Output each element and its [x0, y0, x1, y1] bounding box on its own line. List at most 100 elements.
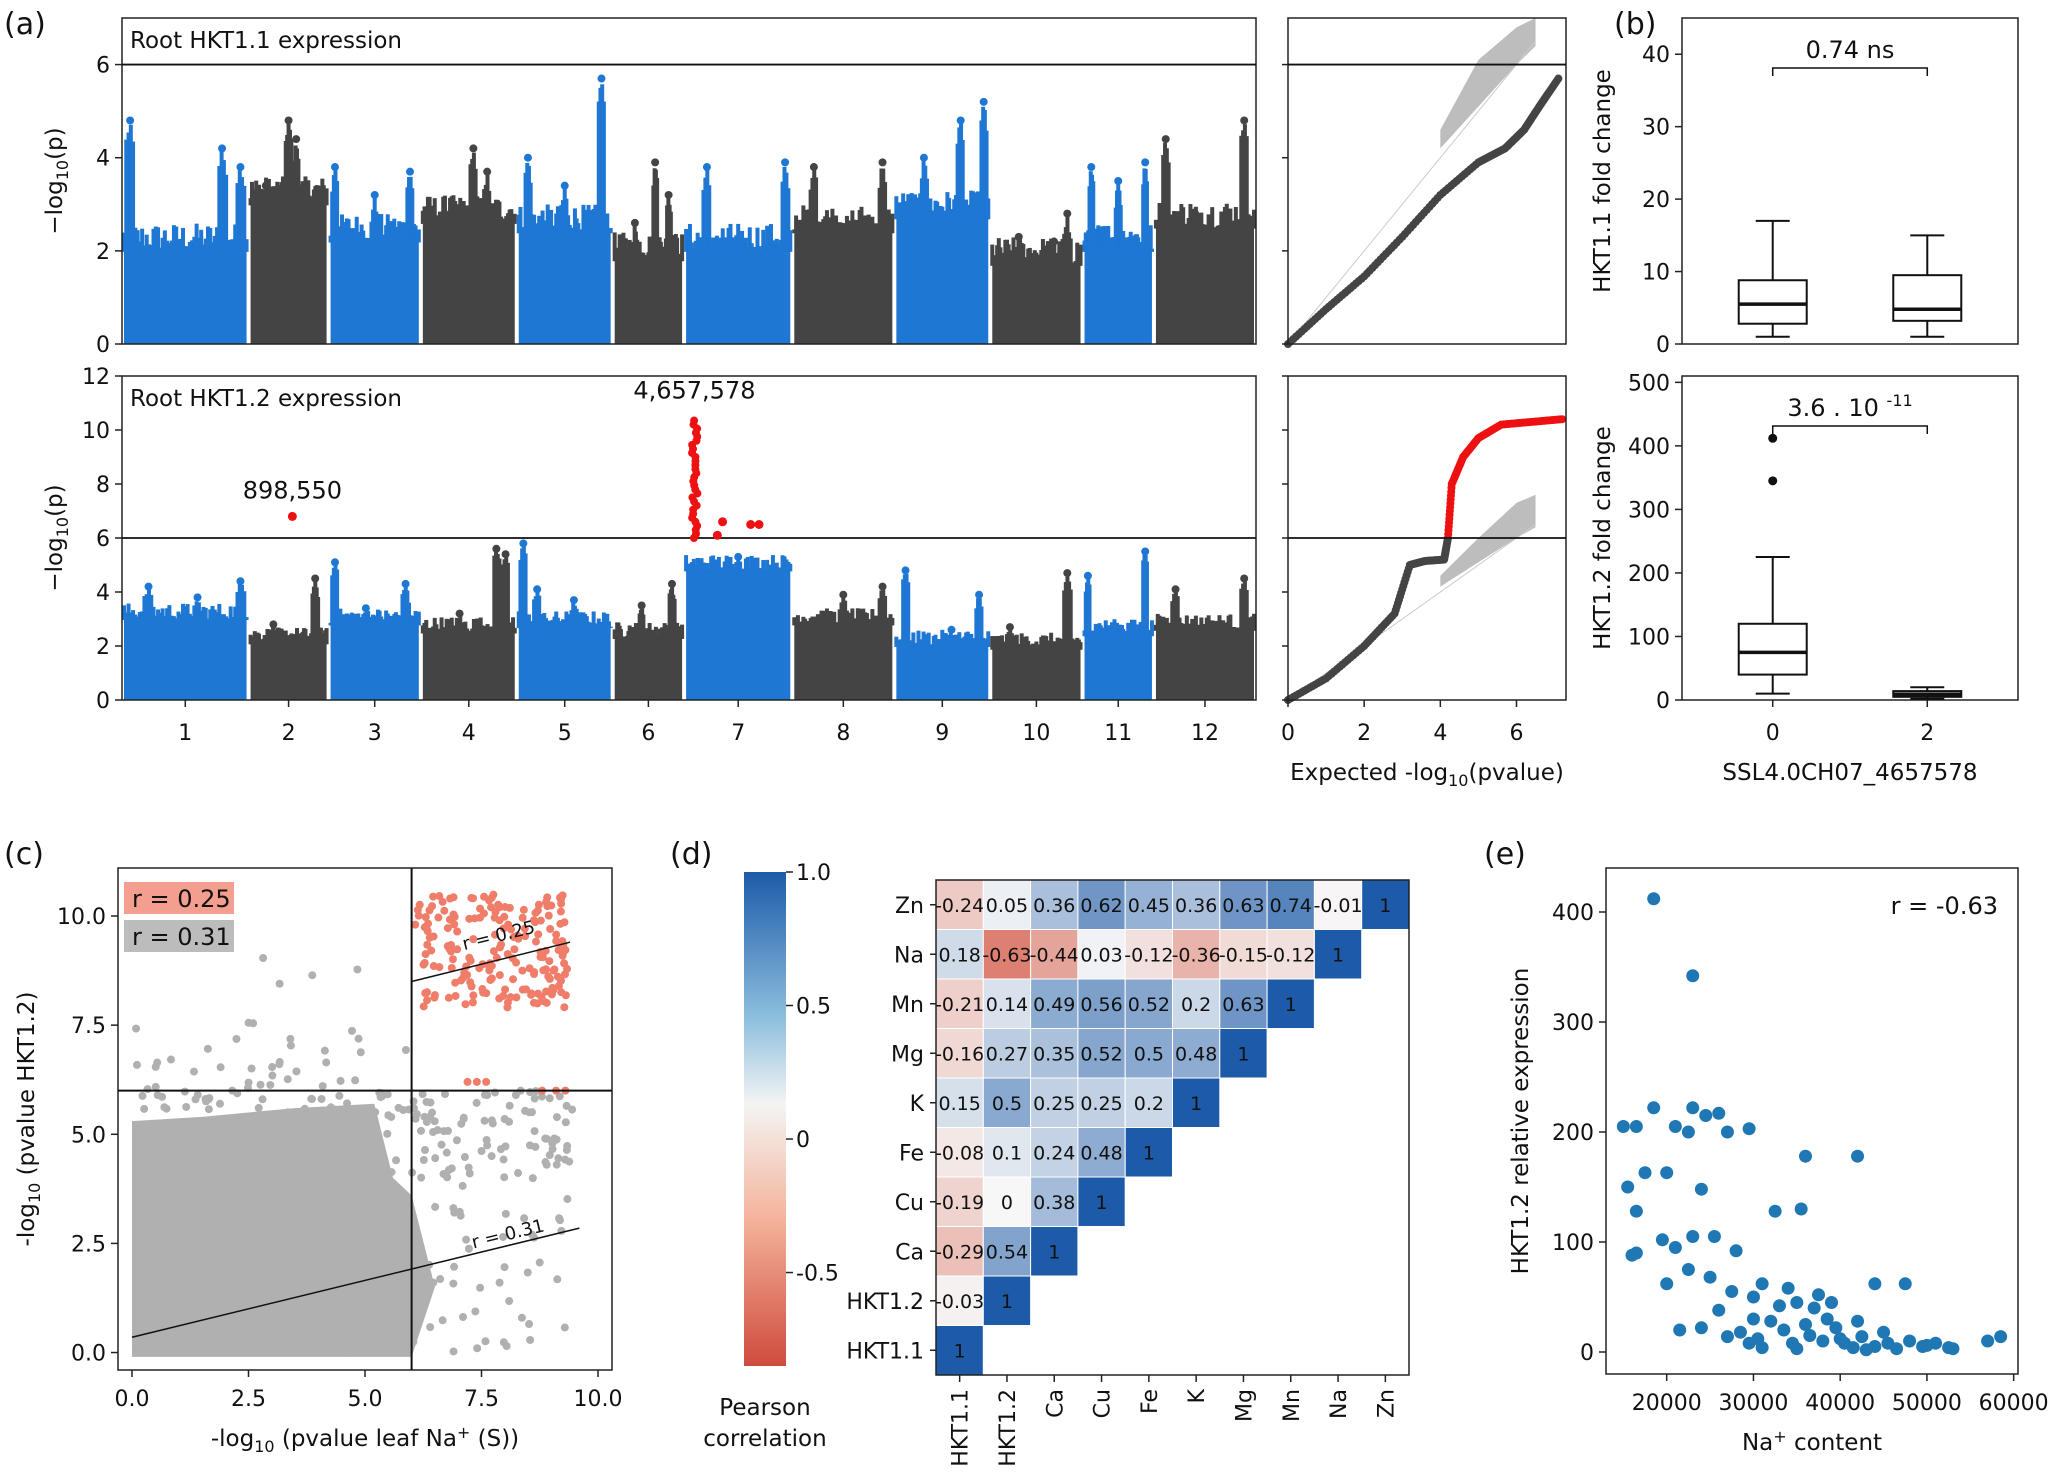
- chrom-spike: [385, 214, 390, 243]
- chrom-spike: [1040, 238, 1045, 266]
- chrom-spike: [914, 197, 919, 220]
- chrom-spike: [680, 234, 685, 262]
- chrom-spike: [832, 611, 837, 626]
- significant-snp-point: [503, 1003, 512, 1012]
- y-axis-label: −log10(p): [42, 127, 72, 234]
- significant-snp-point: [497, 940, 506, 949]
- snp-point: [215, 1099, 224, 1108]
- row-label: Cu: [895, 1191, 924, 1216]
- snp-point: [380, 1180, 389, 1189]
- significant-snp-point: [468, 998, 477, 1007]
- data-point: [1746, 1312, 1760, 1326]
- chrom-spike: [1201, 623, 1206, 631]
- snp-point: [351, 1076, 360, 1085]
- heatmap-cell-value: 1: [1190, 1093, 1202, 1115]
- chrom-spike: [237, 583, 242, 620]
- chrom-spike: [316, 596, 321, 645]
- peak-point-chr9: [979, 97, 988, 106]
- chrom-spike: [776, 567, 781, 572]
- x-tick-label: 2: [1920, 721, 1934, 746]
- chrom-spike: [488, 626, 493, 634]
- heatmap-cell: [1124, 1077, 1173, 1128]
- row-label: Mn: [891, 993, 924, 1018]
- significant-snp-point: [419, 960, 428, 969]
- data-point: [1833, 1332, 1847, 1346]
- snp-point: [160, 1103, 169, 1112]
- plot-title: Root HKT1.1 expression: [130, 28, 402, 54]
- snp-point: [483, 1141, 492, 1150]
- snp-point: [375, 1189, 384, 1198]
- snp-point: [344, 1161, 353, 1170]
- chrom-spike: [745, 556, 750, 572]
- chrom-spike: [146, 244, 151, 252]
- chrom-spike: [135, 230, 140, 252]
- chrom-spike: [505, 562, 510, 634]
- chrom-spike: [533, 223, 538, 234]
- significant-snp-point: [434, 913, 443, 922]
- chrom-spike: [1184, 615, 1189, 631]
- peak-point-chr9: [947, 625, 956, 634]
- chrom-spike: [680, 624, 685, 639]
- chrom-spike: [890, 617, 895, 626]
- chrom-spike: [1008, 250, 1013, 266]
- snp-point: [502, 1341, 511, 1350]
- chrom-spike: [497, 558, 502, 634]
- snp-point: [500, 1173, 509, 1182]
- chrom-spike: [663, 624, 668, 639]
- heatmap-cell-value: 0.63: [1222, 895, 1264, 917]
- chrom-spike: [846, 612, 851, 626]
- snp-point: [514, 1169, 523, 1178]
- chrom-spike: [923, 634, 928, 647]
- snp-point: [232, 1034, 241, 1043]
- snp-point: [406, 1321, 415, 1330]
- chrom-spike: [814, 177, 819, 234]
- chrom-spike: [1148, 225, 1153, 252]
- significant-snp-point: [469, 894, 478, 903]
- chrom-spike: [617, 234, 622, 262]
- chrom-spike: [627, 239, 632, 262]
- chrom-spike: [738, 561, 743, 572]
- snp-point: [365, 1289, 374, 1298]
- snp-point: [393, 1301, 402, 1310]
- snp-point: [354, 1034, 363, 1043]
- snp-point: [308, 971, 317, 980]
- chrom-spike: [335, 569, 340, 626]
- chrom-spike: [928, 198, 933, 220]
- peak-point-chr4: [501, 550, 510, 559]
- y-tick-label: 0.0: [71, 1342, 106, 1367]
- plot-frame: [121, 17, 1257, 345]
- chrom-spike: [883, 595, 888, 626]
- chrom-spike: [407, 602, 412, 626]
- heatmap-cell-value: 0.14: [986, 994, 1028, 1016]
- chrom-spike: [1201, 224, 1206, 229]
- heatmap-cell-value: 0.49: [1033, 994, 1075, 1016]
- y-tick-label: 300: [1628, 498, 1670, 523]
- peak-point-chr1: [193, 593, 202, 602]
- x-tick-label: 60000: [1979, 1391, 2048, 1416]
- plot-frame: [1681, 17, 2019, 345]
- heatmap-cell-value: 0.1: [992, 1142, 1022, 1164]
- data-point: [1768, 1204, 1782, 1218]
- snp-point: [348, 1196, 357, 1205]
- significant-snp-point: [509, 933, 518, 942]
- chrom-block-9: [896, 218, 989, 344]
- x-tick-label: 10.0: [574, 1387, 623, 1412]
- significant-snp-point: [422, 924, 431, 933]
- chrom-spike: [199, 610, 204, 620]
- y-tick-label: 0: [96, 333, 110, 358]
- peak-point-chr5: [569, 596, 578, 605]
- chrom-spike: [224, 616, 229, 620]
- significant-snp-point: [530, 968, 539, 977]
- snp-point: [258, 1095, 267, 1104]
- snp-point: [526, 1088, 535, 1097]
- chrom-spike: [324, 628, 329, 645]
- chrom-spike: [859, 206, 864, 234]
- snp-point: [283, 1075, 292, 1084]
- snp-point: [153, 1058, 162, 1067]
- chrom-spike: [1228, 614, 1233, 631]
- y-tick-label: 0: [1656, 689, 1670, 714]
- chrom-spike: [192, 605, 197, 620]
- heatmap-cell-value: -0.16: [935, 1043, 984, 1065]
- chrom-spike: [605, 213, 610, 234]
- chrom-spike: [567, 224, 572, 234]
